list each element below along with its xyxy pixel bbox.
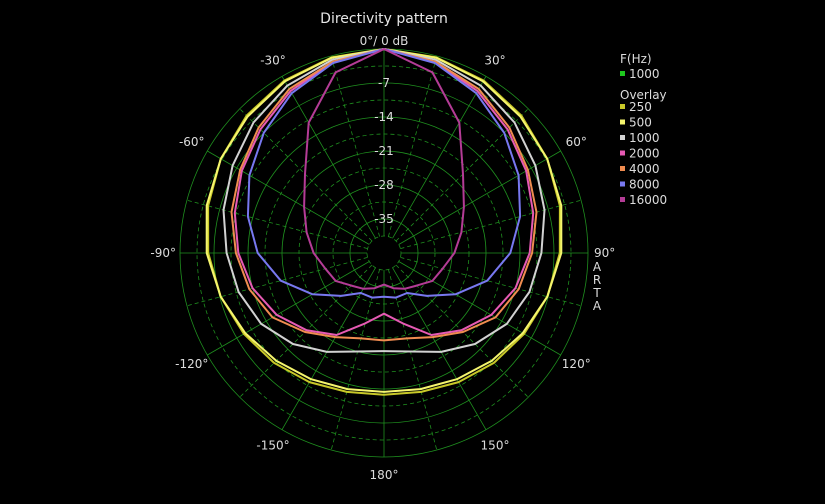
legend-swatch	[620, 181, 625, 187]
angle-tick-label: 120°	[562, 357, 591, 371]
legend-item-label: 16000	[629, 193, 667, 207]
legend-item-label: 2000	[629, 147, 660, 161]
legend-overlay-header: Overlay	[620, 88, 667, 102]
watermark-letter: A	[593, 260, 602, 274]
r-tick-label: -21	[374, 144, 394, 158]
legend: F(Hz) 1000 Overlay 250500100020004000800…	[620, 52, 667, 207]
radial-tick-labels: -7 -14 -21 -28 -35	[374, 76, 394, 226]
angle-tick-label: -150°	[256, 438, 289, 452]
grid-spoke	[398, 150, 561, 245]
legend-item-label: 8000	[629, 178, 660, 192]
grid-spoke	[398, 261, 561, 356]
grid-spoke	[186, 199, 368, 249]
legend-swatch	[620, 166, 625, 171]
grid-spoke	[392, 267, 487, 430]
r-tick-label: -35	[374, 212, 394, 226]
legend-current-swatch	[620, 71, 625, 76]
angle-tick-label: 30°	[484, 54, 505, 68]
legend-swatch	[620, 104, 625, 109]
grid-spoke	[400, 199, 582, 249]
grid-spoke	[400, 257, 582, 307]
curve-4000hz	[230, 48, 538, 342]
legend-item-label: 250	[629, 100, 652, 114]
legend-item-label: 1000	[629, 131, 660, 145]
polar-grid	[179, 48, 589, 458]
grid-spoke	[207, 261, 370, 356]
angle-tick-label: 90°	[594, 246, 615, 260]
curve-2000hz	[233, 48, 535, 336]
angle-tick-label: 150°	[481, 438, 510, 452]
center-label: 0°/ 0 dB	[360, 34, 409, 48]
grid-spoke	[281, 267, 376, 430]
angle-tick-label: 60°	[566, 135, 587, 149]
legend-swatch	[620, 119, 625, 125]
grid-spoke	[186, 257, 368, 307]
grid-spoke	[388, 269, 438, 451]
legend-item-label: 4000	[629, 162, 660, 176]
angle-tick-labels: -30° 30° -60° 60° -90° 90° -120° 120° -150° 150° 1…	[150, 54, 615, 482]
watermark-letter: R	[593, 273, 601, 287]
chart-title: Directivity pattern	[320, 11, 448, 27]
curve-16000hz	[303, 48, 465, 290]
directivity-curves	[205, 48, 563, 396]
curve-1000hz	[222, 48, 546, 353]
legend-item-label: 500	[629, 116, 652, 130]
angle-tick-label: -60°	[179, 135, 205, 149]
legend-current-label: 1000	[629, 67, 660, 81]
watermark-letter: T	[592, 286, 601, 300]
angle-tick-label: 180°	[370, 468, 399, 482]
curve-500hz	[205, 48, 563, 393]
grid-spoke	[330, 269, 380, 451]
r-tick-label: -14	[374, 110, 394, 124]
watermark-letter: A	[593, 299, 602, 313]
grid-spoke	[281, 76, 376, 239]
r-tick-label: -7	[378, 76, 390, 90]
legend-swatch	[620, 135, 625, 140]
angle-tick-label: -90°	[150, 246, 176, 260]
grid-spoke	[207, 150, 370, 245]
legend-header: F(Hz)	[620, 52, 652, 66]
angle-tick-label: -30°	[260, 54, 286, 68]
angle-tick-label: -120°	[175, 357, 208, 371]
curve-8000hz	[246, 48, 522, 299]
legend-swatch	[620, 150, 625, 156]
grid-spoke	[330, 55, 380, 237]
legend-swatch	[620, 197, 625, 202]
grid-ring	[366, 235, 402, 271]
r-tick-label: -28	[374, 178, 394, 192]
grid-spoke	[388, 55, 438, 237]
grid-spoke	[392, 76, 487, 239]
